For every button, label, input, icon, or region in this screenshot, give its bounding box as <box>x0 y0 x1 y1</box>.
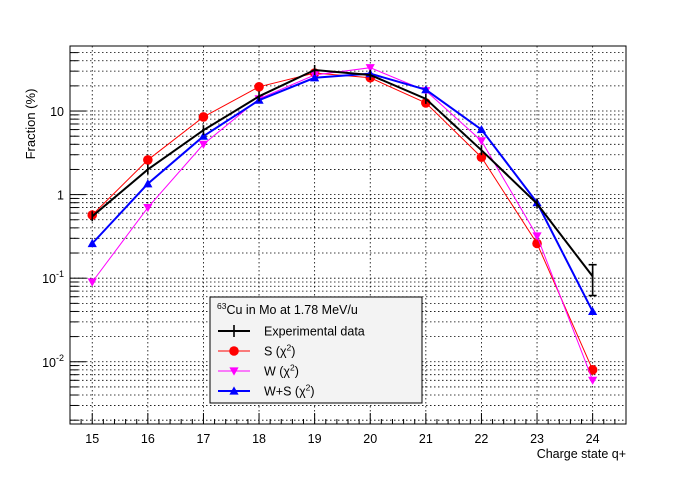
legend-title-superscript: 63 <box>217 301 227 311</box>
legend-title-text: Cu in Mo at 1.78 MeV/u <box>226 303 357 317</box>
x-tick-label: 22 <box>474 432 488 446</box>
y-axis-label: Fraction (%) <box>23 89 38 160</box>
legend-label-superscript: 2 <box>306 383 311 393</box>
y-tick-exponent: -2 <box>56 353 64 363</box>
legend: 63Cu in Mo at 1.78 MeV/u Experimental da… <box>209 296 423 404</box>
data-point <box>588 306 598 316</box>
legend-entry: Experimental data <box>218 325 365 339</box>
y-tick-base: 10 <box>42 272 56 286</box>
series-line <box>91 68 594 278</box>
legend-label-main: Experimental data <box>264 325 365 339</box>
x-tick-label: 16 <box>141 432 155 446</box>
data-point <box>198 140 209 149</box>
legend-entry: W+S (χ2) <box>218 383 315 399</box>
data-point <box>198 131 209 140</box>
y-tick-label: 10-1 <box>42 269 64 286</box>
y-tick-label: 10-2 <box>42 353 64 370</box>
data-point <box>254 81 264 92</box>
data-point <box>310 73 320 82</box>
legend-title: 63Cu in Mo at 1.78 MeV/u <box>217 301 358 317</box>
y-tick-exponent: -1 <box>56 269 64 279</box>
legend-label-tail: ) <box>310 385 314 399</box>
data-point <box>588 376 598 385</box>
x-tick-label: 17 <box>196 432 210 446</box>
legend-label-tail: ) <box>295 365 299 379</box>
data-point <box>532 232 542 241</box>
x-tick-label: 15 <box>85 432 99 446</box>
legend-marker <box>229 346 239 356</box>
legend-label: W (χ2) <box>264 363 299 379</box>
data-point <box>421 85 431 94</box>
legend-label-superscript: 2 <box>287 343 292 353</box>
x-tick-label: 24 <box>586 432 600 446</box>
legend-label: S (χ2) <box>264 343 295 359</box>
data-point <box>198 112 209 122</box>
legend-entry: S (χ2) <box>218 343 295 359</box>
legend-box <box>209 296 423 404</box>
x-tick-label: 18 <box>252 432 266 446</box>
data-point <box>143 179 153 188</box>
data-point <box>476 124 487 134</box>
data-point <box>476 137 487 146</box>
legend-label: Experimental data <box>264 325 365 339</box>
data-point <box>143 155 153 165</box>
data-point <box>87 238 97 248</box>
y-tick-base: 10 <box>42 356 56 370</box>
legend-marker <box>229 367 239 376</box>
series-0 <box>91 64 597 297</box>
legend-label-main: W (χ <box>264 365 290 379</box>
x-tick-label: 19 <box>308 432 322 446</box>
legend-label-tail: ) <box>291 345 295 359</box>
series-line <box>91 67 594 381</box>
series-layer <box>87 64 598 385</box>
data-point <box>143 203 153 213</box>
series-line <box>91 72 594 312</box>
data-point <box>587 365 598 375</box>
y-tick-label: 10 <box>50 105 64 119</box>
legend-label-main: S (χ <box>264 345 287 359</box>
data-point <box>87 278 97 287</box>
x-tick-label: 20 <box>363 432 377 446</box>
legend-label: W+S (χ2) <box>264 383 315 399</box>
legend-marker <box>229 386 239 395</box>
data-point <box>365 64 375 73</box>
x-tick-label: 21 <box>419 432 433 446</box>
legend-label-superscript: 2 <box>290 363 295 373</box>
legend-entry: W (χ2) <box>218 363 299 379</box>
grid-layer <box>70 45 626 424</box>
y-tick-label: 1 <box>57 189 64 203</box>
series-2 <box>87 64 598 385</box>
legend-label-main: W+S (χ <box>264 385 306 399</box>
data-point <box>476 152 487 163</box>
x-axis-label: Charge state q+ <box>537 447 626 461</box>
x-tick-label: 23 <box>530 432 544 446</box>
